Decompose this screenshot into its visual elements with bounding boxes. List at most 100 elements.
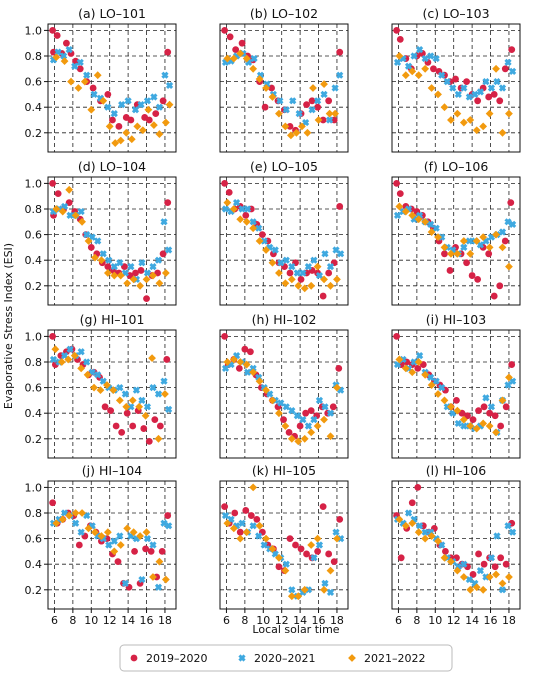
data-point bbox=[65, 45, 73, 54]
data-point bbox=[229, 54, 238, 63]
data-point bbox=[165, 405, 173, 413]
data-point bbox=[145, 437, 153, 445]
data-point bbox=[262, 534, 270, 543]
data-point bbox=[440, 553, 449, 562]
data-point bbox=[313, 422, 322, 430]
data-point bbox=[226, 33, 234, 41]
data-point bbox=[71, 211, 80, 220]
data-point bbox=[149, 541, 157, 549]
data-point bbox=[414, 528, 423, 537]
data-point bbox=[221, 364, 230, 373]
data-point bbox=[262, 84, 270, 92]
panel-title: (d) LO–104 bbox=[78, 159, 146, 174]
data-point bbox=[492, 428, 500, 437]
data-point bbox=[319, 503, 327, 510]
data-point bbox=[465, 237, 473, 245]
data-point bbox=[132, 386, 141, 394]
panel: (f) LO–106 bbox=[391, 159, 521, 306]
panel-title: (h) HI–102 bbox=[252, 312, 317, 327]
data-point bbox=[502, 560, 510, 568]
data-point bbox=[302, 118, 310, 127]
data-point bbox=[262, 386, 270, 395]
series bbox=[223, 49, 340, 140]
data-point bbox=[236, 358, 245, 366]
data-point bbox=[333, 534, 341, 543]
data-point bbox=[410, 52, 418, 60]
data-point bbox=[330, 558, 338, 566]
data-point bbox=[465, 575, 473, 584]
data-point bbox=[150, 93, 158, 101]
data-point bbox=[438, 71, 446, 79]
data-point bbox=[331, 109, 340, 118]
data-point bbox=[492, 64, 500, 73]
data-point bbox=[110, 271, 119, 280]
data-point bbox=[282, 560, 290, 568]
data-point bbox=[148, 354, 156, 363]
data-point bbox=[229, 524, 238, 533]
data-point bbox=[58, 207, 67, 216]
data-point bbox=[129, 422, 137, 430]
data-point bbox=[453, 397, 460, 404]
x-tick-label: 10 bbox=[256, 614, 270, 627]
data-point bbox=[326, 409, 335, 417]
data-point bbox=[225, 188, 233, 196]
data-point bbox=[65, 511, 74, 520]
data-point bbox=[154, 434, 163, 443]
panel: (b) LO–102 bbox=[219, 6, 349, 153]
data-point bbox=[300, 284, 309, 293]
data-point bbox=[276, 97, 284, 105]
data-point bbox=[99, 377, 107, 385]
data-point bbox=[232, 46, 240, 53]
data-point bbox=[414, 484, 422, 491]
series bbox=[223, 198, 341, 293]
data-point bbox=[247, 512, 255, 519]
data-point bbox=[504, 522, 512, 530]
y-tick-label: 0.2 bbox=[25, 433, 43, 446]
series bbox=[395, 515, 513, 594]
data-point bbox=[231, 509, 239, 517]
data-point bbox=[490, 91, 498, 98]
data-point bbox=[138, 396, 146, 405]
data-point bbox=[320, 80, 328, 89]
plot-frame bbox=[219, 480, 349, 610]
data-point bbox=[253, 516, 261, 523]
series bbox=[395, 355, 513, 437]
x-tick-label: 12 bbox=[103, 614, 117, 627]
data-point bbox=[321, 250, 329, 258]
data-point bbox=[509, 528, 517, 536]
y-tick-label: 0.6 bbox=[25, 229, 43, 242]
y-tick-label: 0.4 bbox=[25, 101, 43, 114]
panel-title: (b) LO–102 bbox=[250, 6, 318, 21]
data-point bbox=[434, 390, 442, 398]
data-point bbox=[221, 511, 230, 520]
x-tick-label: 10 bbox=[428, 614, 442, 627]
data-point bbox=[110, 109, 118, 118]
panel: (a) LO–101 0.2 0.4 0.6 0.8 1.0 bbox=[25, 6, 177, 153]
data-point bbox=[508, 46, 516, 53]
data-point bbox=[123, 409, 131, 417]
data-point bbox=[49, 355, 58, 364]
panel: (e) LO–105 bbox=[219, 159, 349, 306]
data-point bbox=[401, 207, 410, 216]
data-point bbox=[91, 528, 99, 537]
panel-title: (i) HI–103 bbox=[426, 312, 486, 327]
data-point bbox=[302, 409, 310, 417]
data-point bbox=[408, 368, 417, 377]
data-point bbox=[275, 269, 283, 277]
series bbox=[221, 198, 345, 280]
data-point bbox=[479, 233, 488, 242]
data-point bbox=[497, 422, 505, 430]
data-point bbox=[115, 123, 123, 130]
data-point bbox=[476, 241, 485, 249]
data-point bbox=[472, 424, 481, 433]
data-point bbox=[485, 422, 494, 430]
data-point bbox=[149, 262, 157, 271]
data-point bbox=[154, 390, 163, 398]
x-tick-label: 12 bbox=[447, 614, 461, 627]
data-point bbox=[319, 116, 327, 124]
data-point bbox=[308, 97, 316, 105]
data-point bbox=[57, 358, 66, 366]
data-point bbox=[223, 519, 232, 528]
data-point bbox=[497, 554, 505, 562]
series bbox=[49, 27, 172, 130]
